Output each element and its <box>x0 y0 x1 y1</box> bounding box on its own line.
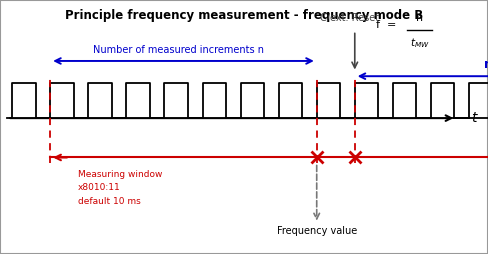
Text: $t_{MW}$: $t_{MW}$ <box>410 36 429 50</box>
Text: Number of measured increments n: Number of measured increments n <box>93 45 264 55</box>
Text: n: n <box>416 13 423 23</box>
Text: f  =: f = <box>376 20 396 30</box>
Text: Frequency value: Frequency value <box>277 226 357 236</box>
Text: t: t <box>471 111 476 125</box>
Text: Measuring window
x8010:11
default 10 ms: Measuring window x8010:11 default 10 ms <box>78 170 163 206</box>
Text: Principle frequency measurement - frequency mode B: Principle frequency measurement - freque… <box>65 9 423 22</box>
Text: C/ext. Reset: C/ext. Reset <box>320 13 380 23</box>
Text: n: n <box>484 58 488 71</box>
